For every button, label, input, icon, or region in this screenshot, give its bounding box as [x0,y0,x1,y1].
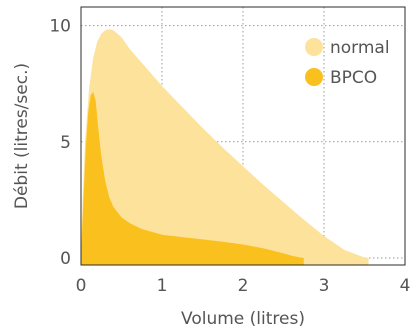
y-tick-label: 0 [60,249,71,269]
y-axis-title: Débit (litres/sec.) [12,63,32,209]
tick-labels: 0 1 2 3 4 0 5 10 [49,17,410,296]
legend-label: normal [330,38,390,58]
x-tick-label: 0 [76,276,87,296]
x-axis-title: Volume (litres) [181,309,305,329]
x-tick-label: 2 [238,276,249,296]
series-area-normal [81,29,369,265]
y-tick-label: 10 [49,17,71,37]
plot-frame [80,6,406,266]
legend-marker-normal [305,38,323,56]
x-tick-label: 1 [157,276,168,296]
x-tick-label: 4 [400,276,411,296]
series-area-bpco [81,91,304,265]
series-areas [81,29,369,265]
legend: normal BPCO [305,38,390,88]
legend-label: BPCO [330,68,377,88]
x-tick-label: 3 [319,276,330,296]
legend-marker-bpco [305,68,323,86]
y-tick-label: 5 [60,133,71,153]
